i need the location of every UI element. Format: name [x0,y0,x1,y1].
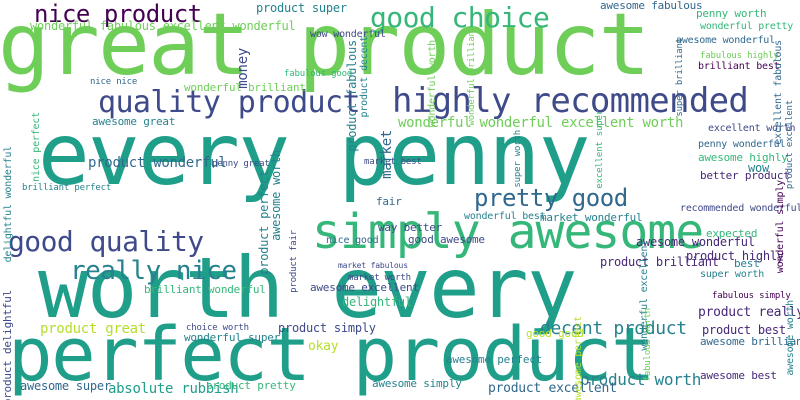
cloud-word: delightful [342,295,412,309]
cloud-word: product brilliant [600,255,719,269]
cloud-word: fair [376,195,402,208]
cloud-word: market fabulous [338,261,408,270]
cloud-word: super worth [700,269,765,280]
cloud-word: product really [698,305,800,320]
cloud-word: wonderful best [464,211,546,222]
cloud-word: wow wonderful [310,29,386,40]
cloud-word: market wonderful [540,211,643,224]
cloud-word: brilliant perfect [22,183,112,193]
cloud-word: super worth [513,130,523,188]
cloud-word: perfect product [8,312,656,398]
cloud-word: decent product [540,318,687,339]
cloud-word: product fabulous [345,40,359,152]
cloud-word: good quality [8,225,204,258]
cloud-word: best [734,257,760,270]
cloud-word: money [235,48,251,89]
cloud-word: good good [526,327,584,340]
cloud-word: product pretty [206,379,296,392]
cloud-word: wonderful fabulous excellent wonderful [30,19,296,33]
cloud-word: product worth [580,370,702,389]
cloud-word: market best [364,157,422,167]
cloud-word: product excellent [785,100,795,190]
cloud-word: excellent super [595,110,605,189]
cloud-word: excellent fabulous [773,40,784,145]
cloud-word: awesome wonderful [636,235,755,249]
cloud-word: expected [706,227,758,240]
cloud-word: delightful wonderful [3,146,14,263]
cloud-word: product wonderful [88,155,227,171]
cloud-word: super brilliant [675,38,685,117]
cloud-word: nice perfect [31,112,42,182]
cloud-word: excellent worth [708,123,796,134]
cloud-word: good awesome [408,233,485,246]
cloud-word: okay [308,339,339,354]
cloud-word: brilliant best [698,61,780,72]
cloud-word: product super [256,1,347,15]
cloud-word: awesome wonderful [676,35,775,46]
cloud-word: product decent [359,36,370,118]
cloud-word: awesome highly [698,151,788,164]
cloud-word: fabulous highly [700,51,779,61]
cloud-word: market worth [348,273,411,283]
cloud-word: nice nice [90,77,138,87]
cloud-word: quality product [98,85,361,120]
cloud-word: choice worth [186,323,249,333]
cloud-word: way better [378,221,443,234]
cloud-word: wonderful worth [427,40,438,128]
cloud-word: awesome worth [269,150,283,241]
cloud-word: awesome worth [785,300,796,376]
cloud-word: absolute rubbish [108,381,239,397]
cloud-word: awesome perfect [446,353,543,366]
cloud-word: wonderful simply [775,180,786,274]
cloud-word: highly recommended [392,81,749,121]
cloud-word: good choice [370,1,550,34]
cloud-word: really nice [70,256,237,286]
cloud-word: better product [700,169,790,182]
cloud-word: recommended wonderful [680,203,800,214]
cloud-word: fabulous simply [712,291,791,301]
cloud-word: wonderful pretty [700,21,794,32]
cloud-word: wonderful wonderful excellent worth [398,115,684,131]
cloud-word: wonderful brilliant [184,81,306,94]
cloud-word: simply awesome [312,204,704,260]
cloud-word: product simply [278,321,376,335]
cloud-word: worth every [38,239,578,337]
cloud-word: penny great [212,159,270,169]
cloud-word: product great [40,321,146,337]
cloud-word: every penny [38,105,590,205]
cloud-word: penny worth [696,7,767,20]
cloud-word: product highly [686,249,784,263]
cloud-word: nice product [34,0,202,28]
cloud-word: fabulous good [284,69,353,79]
cloud-word: product fair [289,230,299,293]
cloud-word: product excellent [488,381,617,396]
cloud-word: awesome super [20,379,111,393]
cloud-word: awesome excellent [310,281,419,294]
cloud-word: product delightful [1,290,14,400]
cloud-word: awesome perfect [573,316,584,400]
cloud-word: pretty good [474,184,628,212]
cloud-word: product perfect [257,170,271,275]
cloud-word: fabulous worth [643,308,653,382]
cloud-word: great product [0,0,650,95]
cloud-word: awesome great [92,115,176,128]
cloud-word: awesome best [700,369,777,382]
cloud-word: awesome brilliant [700,335,800,348]
cloud-word: brilliant wonderful [144,283,266,296]
cloud-word: market [379,130,395,179]
cloud-word: wonderful super [184,331,281,344]
cloud-word: awesome fabulous [600,0,703,12]
cloud-word: wow [748,161,769,175]
cloud-word: awesome simply [372,377,462,390]
cloud-word: product best [702,323,786,337]
cloud-word: penny wonderful [698,139,786,150]
cloud-word: wonderful brilliant [467,26,477,126]
cloud-word: nice good [326,235,379,246]
